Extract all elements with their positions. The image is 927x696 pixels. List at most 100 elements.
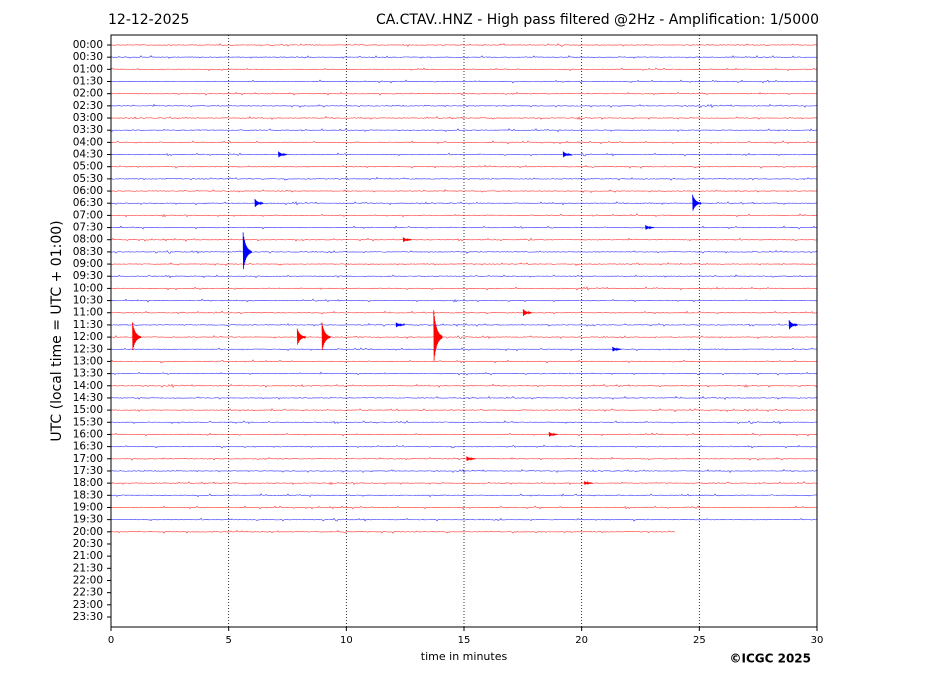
y-tick-label: 00:30: [73, 51, 103, 63]
seismic-event: [548, 431, 558, 437]
y-tick-label: 22:00: [73, 574, 103, 586]
y-tick-label: 00:00: [73, 39, 103, 51]
trace: [110, 237, 818, 242]
x-tick-label: 10: [340, 635, 353, 646]
seismic-event: [278, 151, 288, 158]
trace: [110, 517, 818, 522]
y-tick-label: 10:00: [73, 282, 103, 294]
y-tick-label: 02:00: [73, 88, 103, 100]
trace: [110, 164, 818, 169]
y-tick-label: 12:30: [73, 343, 103, 355]
x-tick-label: 15: [458, 635, 471, 646]
y-tick-label: 23:00: [73, 599, 103, 611]
y-tick-label: 05:30: [73, 173, 103, 185]
seismic-event: [395, 322, 405, 328]
trace: [110, 103, 818, 108]
y-tick-label: 04:30: [73, 149, 103, 161]
trace: [110, 505, 818, 510]
y-tick-label: 22:30: [73, 587, 103, 599]
seismic-event: [242, 232, 252, 270]
trace: [110, 274, 818, 279]
seismic-event: [788, 320, 798, 330]
trace: [110, 67, 818, 72]
y-axis-label: UTC (local time = UTC + 01:00): [49, 220, 65, 441]
y-tick-label: 06:30: [73, 197, 103, 209]
y-tick-label: 17:00: [73, 453, 103, 465]
trace: [110, 249, 818, 254]
y-tick-label: 16:00: [73, 428, 103, 440]
y-tick-label: 23:30: [73, 611, 103, 623]
y-tick-label: 03:30: [73, 124, 103, 136]
trace: [110, 213, 818, 218]
trace: [110, 189, 818, 194]
seismic-event: [132, 322, 142, 350]
y-tick-label: 21:30: [73, 562, 103, 574]
y-tick-label: 05:00: [73, 161, 103, 173]
trace: [110, 395, 818, 400]
y-tick-label: 13:00: [73, 355, 103, 367]
seismic-event: [583, 480, 593, 486]
y-tick-label: 03:00: [73, 112, 103, 124]
y-tick-label: 15:30: [73, 416, 103, 428]
trace: [110, 128, 818, 133]
y-tick-label: 04:00: [73, 136, 103, 148]
trace: [110, 310, 818, 315]
trace: [110, 176, 818, 181]
y-tick-label: 13:30: [73, 368, 103, 380]
trace: [110, 468, 818, 474]
trace: [110, 116, 818, 121]
trace: [110, 432, 818, 437]
seismic-event: [522, 309, 532, 316]
trace: [110, 201, 818, 206]
y-tick-label: 11:00: [73, 307, 103, 319]
x-tick-label: 30: [811, 635, 824, 646]
trace: [110, 286, 818, 291]
trace: [110, 79, 818, 84]
trace: [110, 347, 818, 352]
y-tick-label: 02:30: [73, 100, 103, 112]
x-tick-label: 5: [225, 635, 231, 646]
trace: [110, 493, 818, 498]
trace: [110, 140, 818, 145]
y-tick-label: 11:30: [73, 319, 103, 331]
trace: [110, 444, 818, 449]
trace: [110, 152, 818, 157]
seismic-event: [466, 456, 476, 461]
trace: [110, 91, 818, 96]
y-tick-label: 10:30: [73, 295, 103, 307]
trace: [110, 371, 818, 376]
seismic-event: [433, 310, 443, 361]
y-tick-label: 08:00: [73, 234, 103, 246]
copyright: ©ICGC 2025: [729, 652, 811, 666]
x-tick-label: 0: [108, 635, 114, 646]
seismic-event: [296, 328, 307, 345]
y-tick-label: 21:00: [73, 550, 103, 562]
seismic-event: [402, 237, 412, 242]
seismic-event: [321, 322, 331, 350]
trace: [110, 55, 818, 59]
x-axis-label: time in minutes: [421, 650, 508, 663]
y-tick-label: 09:30: [73, 270, 103, 282]
trace: [110, 359, 818, 364]
trace: [110, 456, 818, 461]
y-tick-label: 20:00: [73, 526, 103, 538]
y-tick-label: 01:30: [73, 76, 103, 88]
trace: [110, 335, 818, 340]
y-tick-label: 12:00: [73, 331, 103, 343]
trace: [110, 43, 818, 47]
y-tick-label: 17:30: [73, 465, 103, 477]
trace: [110, 225, 818, 230]
y-tick-label: 18:30: [73, 489, 103, 501]
x-tick-label: 25: [693, 635, 706, 646]
y-tick-label: 08:30: [73, 246, 103, 258]
y-tick-label: 19:30: [73, 514, 103, 526]
y-tick-label: 18:00: [73, 477, 103, 489]
y-tick-label: 20:30: [73, 538, 103, 550]
trace: [110, 322, 818, 327]
y-tick-label: 16:30: [73, 441, 103, 453]
y-tick-label: 14:00: [73, 380, 103, 392]
y-tick-label: 14:30: [73, 392, 103, 404]
trace: [110, 383, 818, 388]
